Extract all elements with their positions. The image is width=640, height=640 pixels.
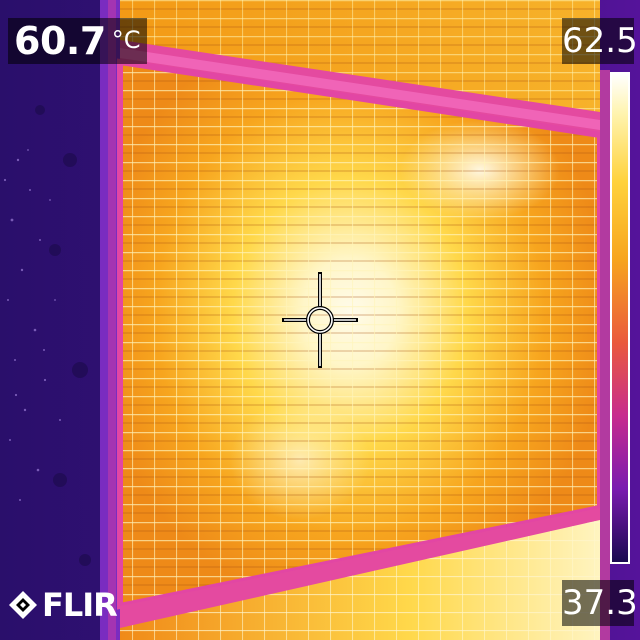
temperature-colorbar — [610, 72, 630, 564]
logo-text: FLIR — [42, 586, 118, 624]
temperature-unit: °C — [111, 26, 141, 54]
spot-temperature-readout: 60.7 °C — [8, 18, 147, 64]
flir-logo: FLIR — [8, 584, 118, 626]
flir-diamond-icon — [9, 591, 37, 619]
spot-temperature-value: 60.7 — [14, 19, 106, 63]
spot-crosshair-icon — [282, 272, 358, 368]
scale-min-label: 37.3 — [562, 580, 638, 626]
scale-max-label: 62.5 — [562, 18, 638, 64]
